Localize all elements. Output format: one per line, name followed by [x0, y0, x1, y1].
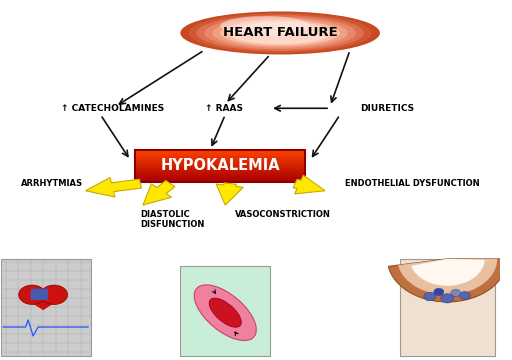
- FancyArrow shape: [143, 181, 175, 205]
- Wedge shape: [398, 259, 497, 295]
- Bar: [135, 149, 305, 150]
- Bar: [135, 160, 305, 161]
- Bar: [135, 172, 305, 173]
- Text: ENDOTHELIAL DYSFUNCTION: ENDOTHELIAL DYSFUNCTION: [345, 179, 480, 188]
- FancyArrow shape: [216, 183, 243, 205]
- Circle shape: [441, 294, 454, 303]
- Bar: [135, 176, 305, 177]
- Ellipse shape: [209, 298, 241, 327]
- Bar: [135, 153, 305, 154]
- Ellipse shape: [194, 285, 257, 341]
- Bar: [135, 173, 305, 174]
- Circle shape: [424, 292, 436, 301]
- Bar: [135, 155, 305, 156]
- Ellipse shape: [196, 15, 364, 51]
- Bar: [135, 177, 305, 179]
- Bar: [135, 158, 305, 159]
- Wedge shape: [388, 259, 507, 302]
- Bar: [135, 181, 305, 182]
- FancyBboxPatch shape: [31, 289, 48, 300]
- Bar: [135, 180, 305, 181]
- Text: HYPOKALEMIA: HYPOKALEMIA: [160, 158, 280, 173]
- Bar: [135, 154, 305, 155]
- Wedge shape: [411, 259, 485, 286]
- Bar: [135, 166, 305, 167]
- Bar: [135, 159, 305, 160]
- Circle shape: [434, 288, 444, 296]
- Ellipse shape: [212, 18, 348, 48]
- Bar: [135, 149, 305, 182]
- Text: DIASTOLIC
DISFUNCTION: DIASTOLIC DISFUNCTION: [140, 210, 205, 229]
- Ellipse shape: [220, 16, 310, 36]
- Bar: [135, 150, 305, 152]
- Bar: [135, 171, 305, 172]
- Text: HEART FAILURE: HEART FAILURE: [223, 27, 337, 40]
- Text: VASOCONSTRICTION: VASOCONSTRICTION: [235, 210, 331, 219]
- Ellipse shape: [228, 22, 332, 44]
- Bar: [135, 157, 305, 158]
- Bar: [135, 167, 305, 168]
- Bar: [135, 163, 305, 165]
- FancyArrow shape: [293, 175, 325, 194]
- Ellipse shape: [220, 20, 340, 46]
- Bar: [135, 162, 305, 163]
- Circle shape: [459, 292, 470, 300]
- Bar: [135, 170, 305, 171]
- Bar: [135, 165, 305, 166]
- Bar: [135, 168, 305, 169]
- Ellipse shape: [204, 17, 356, 49]
- Text: ↑ CATECHOLAMINES: ↑ CATECHOLAMINES: [60, 104, 164, 113]
- Bar: [135, 179, 305, 180]
- Circle shape: [451, 289, 461, 297]
- Bar: [135, 175, 305, 176]
- Text: ↑ RAAS: ↑ RAAS: [205, 104, 243, 113]
- Bar: [1, 259, 91, 356]
- Circle shape: [18, 285, 46, 305]
- Bar: [180, 266, 270, 356]
- FancyArrow shape: [86, 177, 141, 197]
- Bar: [135, 152, 305, 153]
- Text: ARRHYTMIAS: ARRHYTMIAS: [20, 179, 82, 188]
- Bar: [135, 169, 305, 170]
- Bar: [135, 156, 305, 157]
- Text: DIURETICS: DIURETICS: [360, 104, 414, 113]
- Ellipse shape: [180, 12, 380, 54]
- Circle shape: [40, 285, 68, 305]
- Bar: [400, 259, 495, 356]
- Polygon shape: [19, 295, 67, 310]
- Bar: [135, 161, 305, 162]
- Bar: [135, 174, 305, 175]
- Ellipse shape: [188, 13, 372, 53]
